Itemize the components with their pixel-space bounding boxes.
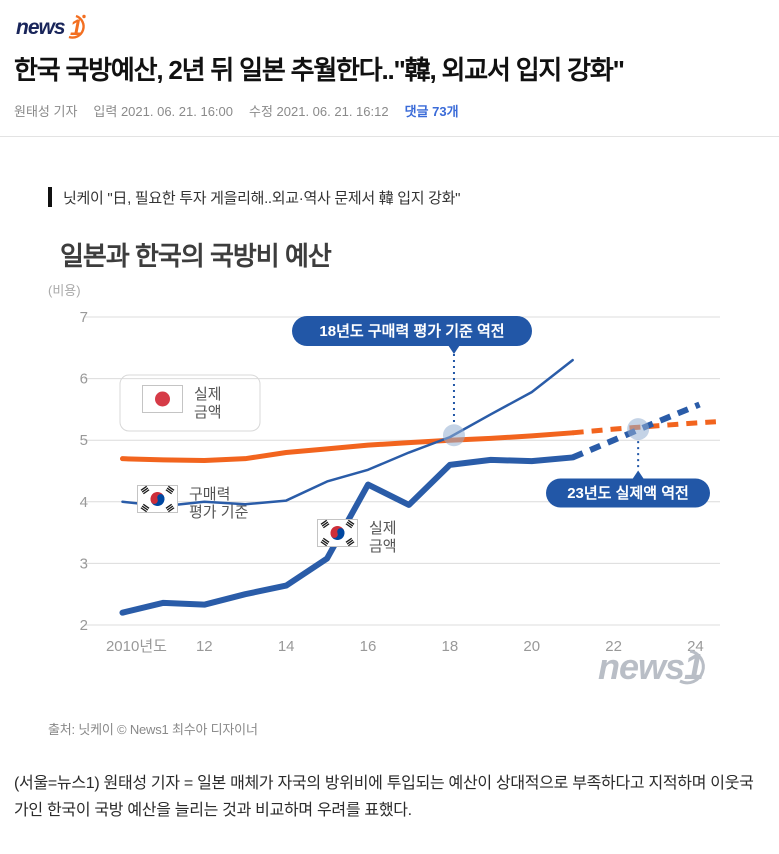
- annotation-text: 23년도 실제액 역전: [567, 484, 689, 502]
- logo-swoosh-icon: [68, 14, 85, 39]
- logo-text-news: news: [16, 16, 65, 39]
- x-tick-label: 22: [605, 638, 622, 655]
- y-axis-label: (비용): [48, 283, 81, 298]
- korea-actual-legend-label: 금액: [369, 538, 397, 555]
- y-tick-label: 7: [80, 309, 88, 326]
- y-tick-label: 6: [80, 370, 88, 387]
- site-header: news 1: [14, 12, 765, 42]
- annotation-text: 18년도 구매력 평가 기준 역전: [319, 322, 504, 340]
- korea-actual-legend-label: 실제: [369, 520, 397, 537]
- korea-ppp-legend-label: 구매력: [189, 486, 230, 503]
- logo-dot-icon: [82, 14, 86, 19]
- headline: 한국 국방예산, 2년 뒤 일본 추월한다.."韓, 외교서 입지 강화": [14, 55, 625, 85]
- byline: 원태성 기자 입력 2021. 06. 21. 16:00 수정 2021. 0…: [14, 101, 765, 120]
- watermark-swoosh-icon: [679, 649, 705, 685]
- y-tick-label: 5: [80, 432, 88, 449]
- chart-title: 일본과 한국의 국방비 예산: [60, 240, 332, 271]
- header-divider: [0, 135, 779, 137]
- annotation-badge: 18년도 구매력 평가 기준 역전: [292, 315, 532, 424]
- published-time: 입력 2021. 06. 21. 16:00: [93, 103, 233, 119]
- annotation-badge: 23년도 실제액 역전: [546, 440, 710, 508]
- japan-flag-icon: [142, 384, 183, 413]
- comments-link[interactable]: 댓글 73개: [404, 103, 459, 119]
- logo-text-one: 1: [70, 15, 82, 40]
- x-tick-label: 12: [196, 638, 213, 655]
- chart-figure: 일본과 한국의 국방비 예산 7 6 5 4 3 2 (비용) 2010년도 12 14 16 18 2…: [42, 236, 765, 709]
- crossover-marker: [442, 424, 465, 447]
- x-tick-label: 20: [523, 638, 540, 655]
- y-tick-label: 2: [80, 617, 88, 634]
- japan-actual-legend-label: 실제: [194, 386, 222, 403]
- modified-time: 수정 2021. 06. 21. 16:12: [249, 103, 389, 119]
- news1-watermark: news1: [598, 646, 705, 687]
- article-body: (서울=뉴스1) 원태성 기자 = 일본 매체가 자국의 방위비에 투입되는 예…: [14, 774, 754, 819]
- news1-logo[interactable]: news 1: [14, 12, 110, 42]
- legend-box: [119, 374, 261, 432]
- korea-flag-icon: [317, 518, 358, 547]
- subhead-quote: 닛케이 "日, 필요한 투자 게을리해..외교·역사 문제서 韓 입지 강화": [48, 187, 765, 208]
- y-tick-label: 4: [80, 494, 88, 511]
- korea-flag-icon: [137, 484, 178, 513]
- korea-ppp-legend-label: 평가 기준: [189, 504, 249, 521]
- japan-actual-line: [119, 430, 576, 463]
- japan-actual-legend-label: 금액: [194, 404, 222, 421]
- quote-text: 닛케이 "日, 필요한 투자 게을리해..외교·역사 문제서 韓 입지 강화": [63, 189, 461, 207]
- japan-actual-projection-line: [572, 419, 717, 436]
- crossover-marker: [627, 417, 650, 440]
- reporter-name: 원태성 기자: [14, 103, 78, 119]
- korea-ppp-line: [121, 358, 574, 508]
- x-tick-label: 14: [278, 638, 295, 655]
- x-tick-label: 2010년도: [106, 638, 167, 655]
- x-tick-label: 18: [442, 638, 459, 655]
- image-caption: 출처: 닛케이 © News1 최수아 디자이너: [48, 721, 258, 737]
- x-tick-label: 16: [360, 638, 377, 655]
- quote-bar: [48, 187, 52, 208]
- svg-text:news1: news1: [598, 646, 703, 687]
- y-tick-label: 3: [80, 555, 88, 572]
